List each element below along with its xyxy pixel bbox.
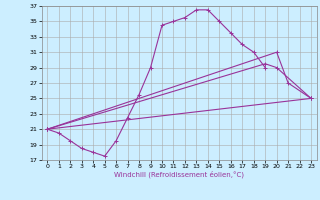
X-axis label: Windchill (Refroidissement éolien,°C): Windchill (Refroidissement éolien,°C)	[114, 171, 244, 178]
